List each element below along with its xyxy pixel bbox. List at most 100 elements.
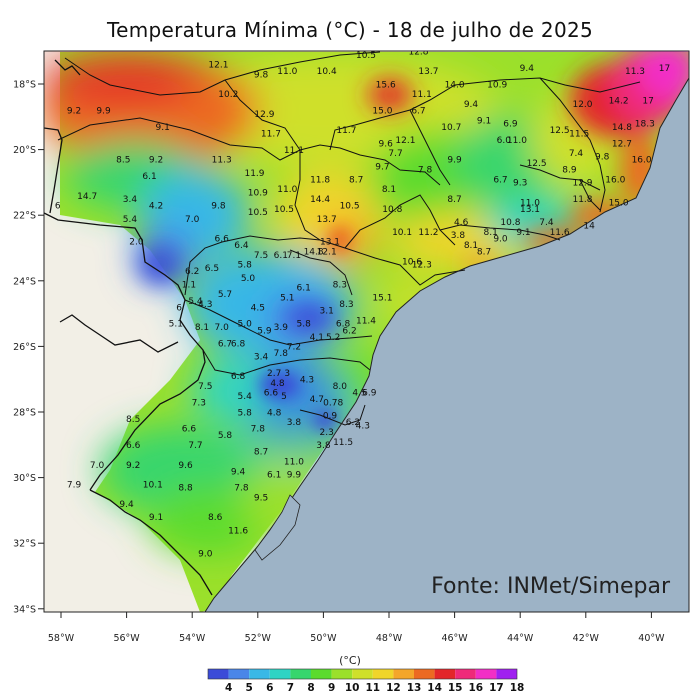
station-value: 1.1 — [182, 280, 196, 290]
station-value: 5.8 — [238, 261, 253, 271]
lon-tick-label: 50°W — [310, 633, 337, 644]
colorbar-tick-label: 14 — [427, 682, 442, 694]
station-value: 8.7 — [349, 175, 363, 185]
station-value: 8.1 — [382, 185, 396, 195]
station-value: 10.5 — [248, 208, 268, 218]
station-value: 8.1 — [484, 228, 498, 238]
station-value: 9.0 — [198, 549, 213, 559]
station-value: 7.0 — [90, 461, 105, 471]
station-value: 6.4 — [234, 241, 249, 251]
station-value: 5.8 — [238, 408, 253, 418]
station-value: 12.8 — [408, 48, 428, 58]
station-value: 5.4 — [238, 392, 253, 402]
station-value: 11.0 — [284, 458, 304, 468]
station-value: 11.0 — [277, 67, 297, 77]
lon-tick-label: 40°W — [638, 633, 665, 644]
station-value: 8.7 — [447, 195, 461, 205]
lon-tick-label: 42°W — [573, 633, 600, 644]
station-value: 6.2 — [185, 267, 199, 277]
station-value: 12.1 — [317, 248, 337, 258]
state-borders — [57, 51, 641, 426]
colorbar-tick-label: 18 — [510, 682, 525, 694]
station-value: 2.0 — [129, 238, 144, 248]
station-value: 7.4 — [569, 149, 584, 159]
lat-tick-label: 22°S — [13, 211, 36, 222]
station-value: 6.8 — [336, 320, 351, 330]
station-value: 8.3 — [333, 280, 347, 290]
station-value: 12.5 — [550, 126, 570, 136]
station-value: 6.0 — [497, 136, 512, 146]
station-value: 4.6 — [454, 218, 469, 228]
station-value: 6.1 — [142, 172, 156, 182]
colorbar-tick-label: 7 — [287, 682, 294, 694]
station-value: 12.0 — [572, 100, 592, 110]
station-value: 15.0 — [372, 107, 392, 117]
station-value: 7.7 — [188, 441, 202, 451]
station-value: 5.1 — [169, 320, 183, 330]
station-value: 9.0 — [493, 234, 508, 244]
station-value: 10.8 — [382, 205, 402, 215]
station-value: 11.2 — [418, 228, 438, 238]
colorbar-tick-label: 16 — [468, 682, 483, 694]
station-value: 9.7 — [375, 162, 389, 172]
map-frame — [43, 50, 690, 613]
station-value: 16.0 — [632, 156, 652, 166]
colorbar-swatch — [434, 669, 456, 679]
station-value: 9.2 — [149, 156, 163, 166]
station-value: 7.0 — [185, 215, 200, 225]
station-value: 4.3 — [300, 376, 314, 386]
lat-tick-label: 30°S — [13, 473, 36, 484]
colorbar-tick-label: 11 — [365, 682, 380, 694]
station-value: 6.6 — [182, 425, 197, 435]
station-value: 11.3 — [212, 156, 232, 166]
station-value: 6.6 — [126, 441, 141, 451]
station-value: 8.0 — [333, 382, 348, 392]
station-value: 17 — [642, 97, 653, 107]
station-value: 9.4 — [231, 467, 246, 477]
station-value: 4.5 — [352, 389, 366, 399]
lat-tick-label: 24°S — [13, 276, 36, 287]
station-value: 14.4 — [310, 195, 330, 205]
station-value: 11.5 — [569, 130, 589, 140]
colorbar-tick-label: 9 — [328, 682, 335, 694]
station-value: 11.0 — [507, 136, 527, 146]
station-value: 3.1 — [320, 307, 334, 317]
station-value: 10.1 — [143, 480, 163, 490]
station-value: 9.8 — [211, 202, 226, 212]
station-value: 10.8 — [500, 218, 520, 228]
station-value: 8.7 — [254, 448, 268, 458]
lon-tick-label: 56°W — [113, 633, 140, 644]
colorbar-outline — [207, 668, 518, 680]
station-value: 16.0 — [605, 175, 625, 185]
station-value: 13.7 — [418, 67, 438, 77]
latitude-axis: 18°S 20°S 22°S 24°S 26°S 28°S 30°S 32°S 34°S — [13, 80, 44, 615]
station-value: 10.5 — [356, 51, 376, 61]
lat-tick-label: 26°S — [13, 342, 36, 353]
colorbar-swatch — [455, 669, 476, 679]
station-value: 17 — [659, 64, 670, 74]
station-value: 11.7 — [336, 126, 356, 136]
station-value: 6.1 — [274, 251, 288, 261]
station-value: 8.9 — [562, 166, 577, 176]
station-value: 3.4 — [254, 353, 269, 363]
station-value: 14.2 — [609, 97, 629, 107]
station-value: 10.6 — [402, 257, 422, 267]
colorbar-tick-label: 4 — [225, 682, 232, 694]
station-value: 6 — [55, 202, 61, 212]
colorbar-tick-label: 12 — [386, 682, 401, 694]
station-value: 6.7 — [411, 107, 425, 117]
station-value: 12.1 — [395, 136, 415, 146]
lat-tick-label: 18°S — [13, 80, 36, 91]
station-value: 12.3 — [412, 261, 432, 271]
station-value: 6.5 — [205, 264, 219, 274]
colorbar-swatch — [290, 669, 311, 679]
station-value: 10.4 — [317, 67, 337, 77]
station-value: 6.8 — [231, 372, 246, 382]
station-value: 5.9 — [257, 326, 272, 336]
station-value: 7.9 — [67, 480, 82, 490]
station-value: 9.1 — [156, 123, 170, 133]
colorbar-swatch — [372, 669, 394, 679]
station-value: 7.7 — [388, 149, 402, 159]
country-borders — [44, 59, 213, 596]
